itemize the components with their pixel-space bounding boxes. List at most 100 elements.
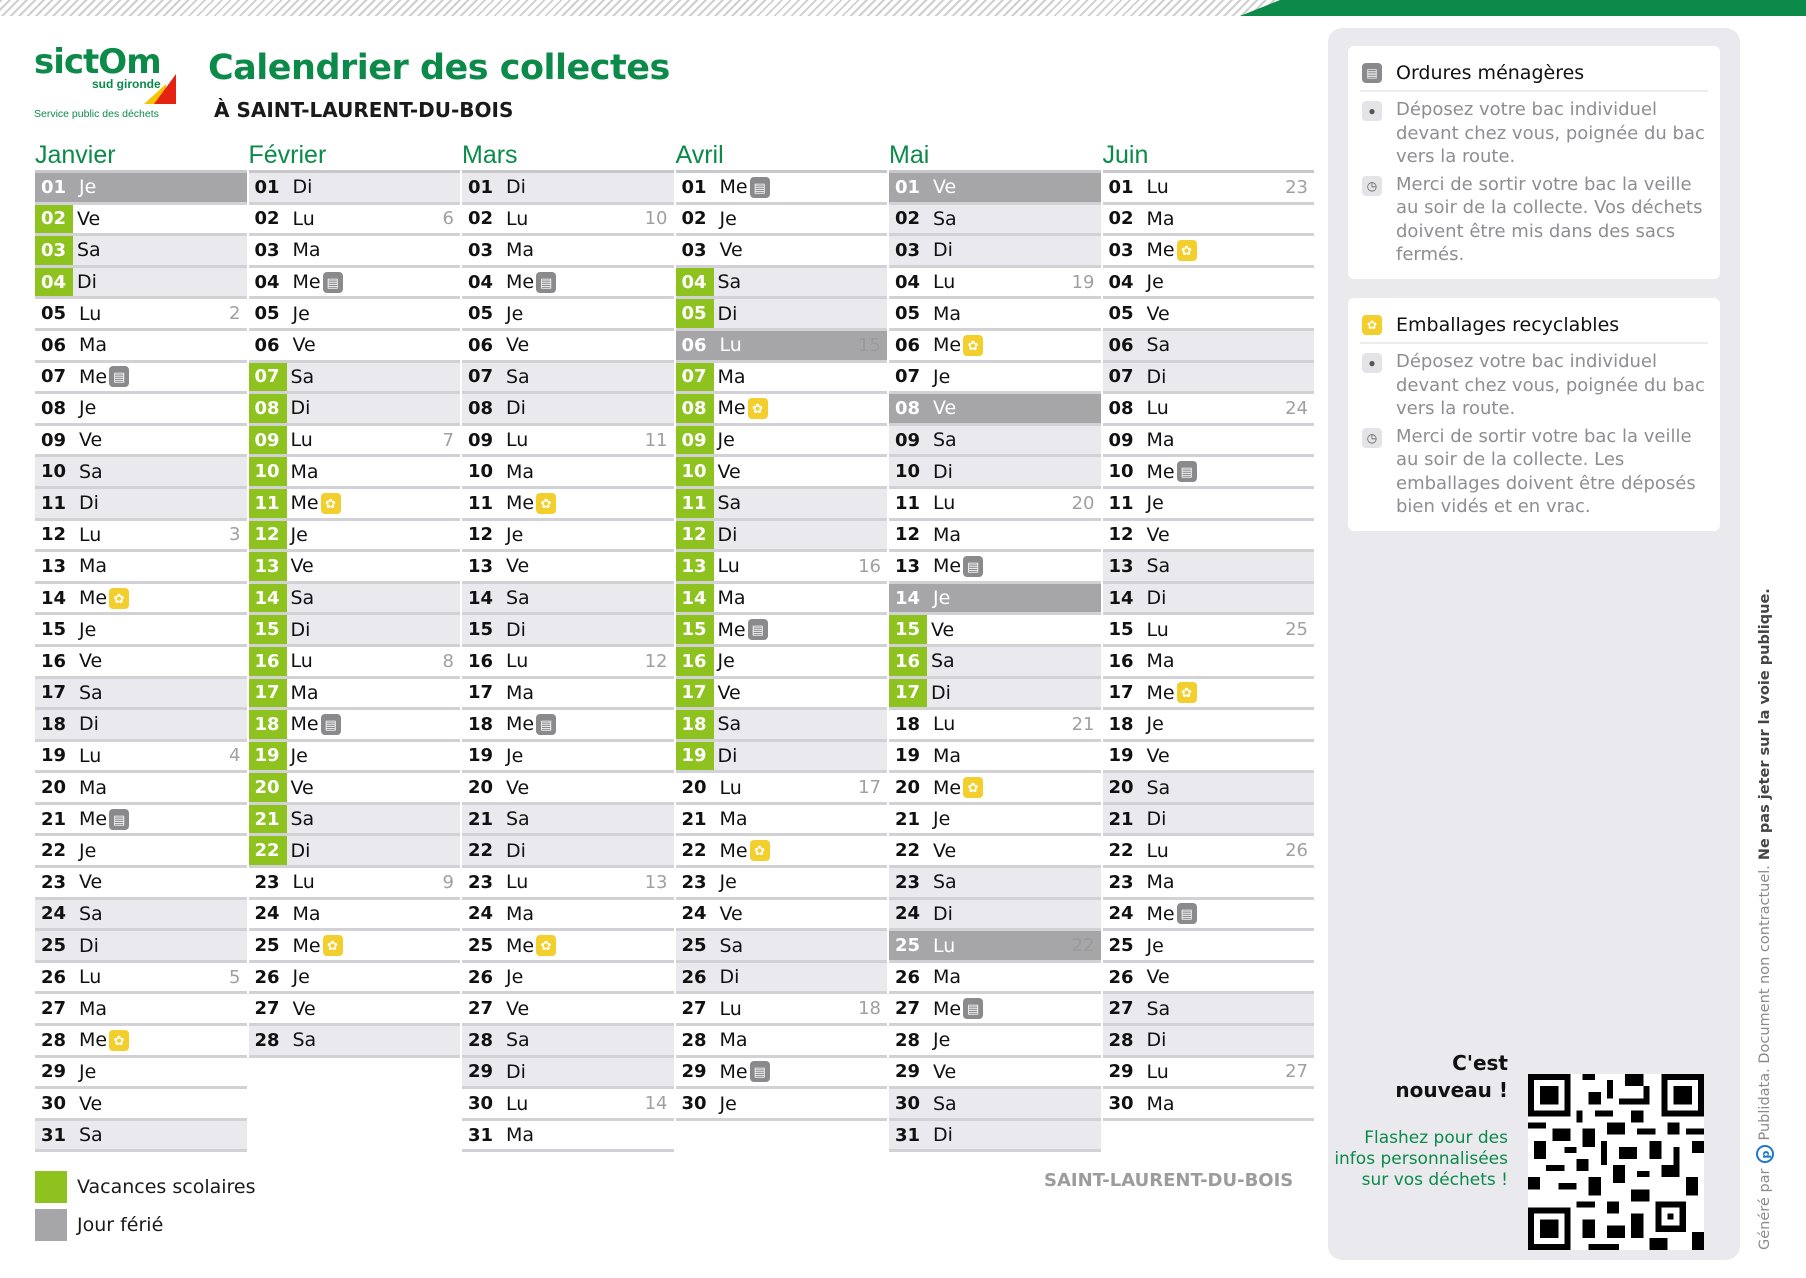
- day-row: 12 Di: [675, 520, 887, 553]
- day-name: Lu: [933, 271, 956, 294]
- day-name: Sa: [931, 650, 955, 673]
- day-row: 18 Me ▤: [248, 710, 460, 742]
- day-row: 31 Di: [889, 1120, 1101, 1153]
- day-name: Ma: [933, 744, 962, 767]
- day-name: Lu: [933, 934, 956, 957]
- day-number: 23: [895, 871, 921, 893]
- day-number: 17: [248, 678, 287, 708]
- day-row: 21 Je: [889, 804, 1101, 837]
- day-name: Lu: [79, 302, 102, 325]
- month-title: Avril: [675, 141, 724, 169]
- day-list: 01 Me ▤ 02 Je 03 Ve 04 Sa 05 Di 06 Lu 15 07 Ma 08 Me ✿ 09 Je…: [675, 170, 887, 1121]
- day-number: 29: [41, 1061, 67, 1083]
- day-name: Ma: [933, 302, 962, 325]
- day-name: Di: [290, 397, 311, 420]
- day-number: 15: [1108, 619, 1134, 641]
- day-row: 28 Je: [889, 1026, 1101, 1058]
- logo-swoosh-red: [154, 74, 176, 104]
- day-row: 06 Sa: [1102, 330, 1314, 363]
- recycling-bag-icon: ✿: [749, 840, 770, 862]
- day-number: 30: [681, 1093, 707, 1115]
- day-name: Di: [933, 902, 953, 925]
- day-number: 05: [468, 303, 494, 325]
- week-number: 27: [1285, 1061, 1308, 1083]
- day-number: 14: [1108, 587, 1134, 609]
- day-number: 14: [675, 583, 714, 613]
- day-row: 15 Me ▤: [675, 615, 887, 647]
- day-name: Ma: [506, 239, 535, 262]
- month-column-mars: Mars 01 Di 02 Lu 10 03 Ma 04 Me ▤ 05 Je 06 Ve 07 Sa 08 Di 0…: [462, 140, 676, 1153]
- logo-subtitle: sud gironde: [92, 77, 161, 91]
- day-name: Me: [506, 713, 535, 736]
- day-name: Lu: [506, 871, 529, 894]
- day-row: 01 Di: [248, 173, 460, 205]
- day-name: Sa: [506, 1029, 530, 1052]
- location-pin-icon: ●: [1362, 101, 1382, 121]
- day-name: Sa: [719, 934, 744, 957]
- qr-code[interactable]: [1528, 1074, 1704, 1250]
- trash-bin-icon: ▤: [1176, 903, 1197, 925]
- day-number: 13: [1108, 555, 1134, 577]
- day-row: 14 Je: [889, 583, 1101, 616]
- day-row: 25 Sa: [675, 931, 887, 963]
- day-name: Di: [290, 618, 311, 641]
- day-row: 10 Sa: [35, 457, 247, 489]
- day-number: 12: [468, 524, 494, 546]
- day-row: 07 Me ▤: [35, 362, 247, 395]
- day-number: 04: [254, 271, 280, 293]
- day-name: Ve: [933, 839, 957, 862]
- day-number: 18: [41, 713, 67, 735]
- day-row: 02 Ve: [35, 204, 247, 237]
- day-name: Ve: [79, 429, 103, 452]
- day-name: Ve: [290, 776, 314, 799]
- day-name: Di: [933, 460, 953, 483]
- day-number: 28: [468, 1029, 494, 1051]
- day-row: 18 Di: [35, 710, 247, 742]
- day-row: 30 Je: [675, 1089, 887, 1121]
- day-name: Di: [79, 934, 99, 957]
- day-number: 17: [468, 682, 494, 704]
- week-number: 11: [644, 429, 668, 451]
- month-column-janvier: Janvier 01 Je 02 Ve 03 Sa 04 Di 05 Lu 2 06 Ma 07 Me ▤ 08 J…: [35, 140, 249, 1153]
- day-number: 04: [675, 267, 714, 297]
- day-number: 26: [1108, 966, 1134, 988]
- day-name: Me: [717, 618, 746, 641]
- recycling-bag-icon: ✿: [1362, 315, 1382, 335]
- day-name: Ma: [506, 1124, 535, 1147]
- day-name: Je: [933, 1029, 951, 1052]
- day-row: 20 Ve: [248, 773, 460, 805]
- day-number: 04: [468, 271, 494, 293]
- info-text: Déposez votre bac individuel devant chez…: [1396, 351, 1705, 419]
- day-name: Ma: [79, 997, 108, 1020]
- day-name: Ma: [1146, 650, 1175, 673]
- day-row: 18 Me ▤: [462, 710, 674, 742]
- week-number: 6: [442, 208, 454, 230]
- day-number: 09: [675, 425, 714, 455]
- day-number: 07: [468, 366, 494, 388]
- info-card-ordures: ▤ Ordures ménagères ● Déposez votre bac …: [1348, 46, 1720, 279]
- day-number: 03: [681, 239, 707, 261]
- day-row: 21 Di: [1102, 804, 1314, 837]
- day-name: Je: [290, 523, 308, 546]
- day-name: Je: [506, 744, 524, 767]
- day-name: Je: [1146, 492, 1164, 515]
- day-row: 01 Me ▤: [675, 173, 887, 205]
- day-name: Lu: [933, 492, 956, 515]
- day-name: Je: [717, 429, 735, 452]
- day-name: Ma: [719, 1029, 748, 1052]
- day-number: 05: [675, 299, 714, 328]
- day-number: 21: [248, 804, 287, 834]
- day-row: 22 Di: [248, 836, 460, 869]
- day-number: 10: [41, 461, 67, 483]
- day-name: Sa: [77, 239, 101, 262]
- day-row: 23 Lu 9: [248, 868, 460, 900]
- day-row: 25 Di: [35, 931, 247, 963]
- day-number: 04: [35, 267, 73, 297]
- day-number: 04: [895, 271, 921, 293]
- week-number: 12: [644, 650, 668, 672]
- day-number: 10: [1108, 461, 1134, 483]
- day-row: 26 Ma: [889, 962, 1101, 995]
- day-number: 05: [1108, 303, 1134, 325]
- day-row: 19 Je: [462, 741, 674, 774]
- day-row: 16 Je: [675, 646, 887, 679]
